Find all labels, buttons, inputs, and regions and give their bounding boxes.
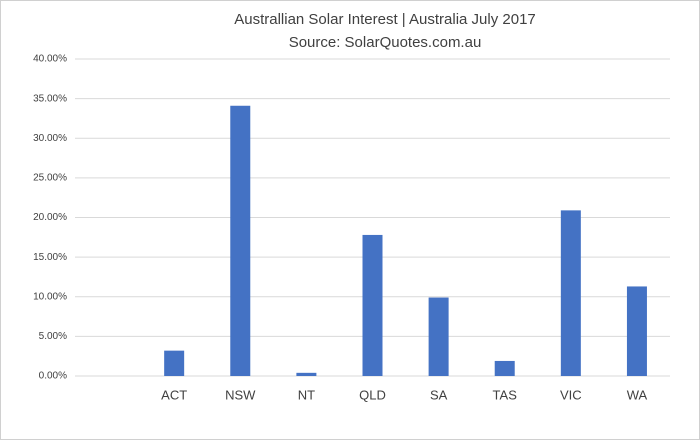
y-tick-label: 15.00% [33,252,67,263]
x-tick-label: NT [298,387,315,402]
bar [230,105,251,376]
chart-subtitle: Source: SolarQuotes.com.au [289,34,482,51]
x-tick-label: VIC [560,387,582,402]
bar [296,372,317,376]
y-tick-label: 20.00% [33,212,67,223]
x-tick-label: SA [430,387,448,402]
y-tick-label: 5.00% [39,331,67,342]
y-tick-label: 30.00% [33,133,67,144]
y-tick-label: 35.00% [33,93,67,104]
x-tick-label: ACT [161,387,187,402]
bar [164,350,185,376]
y-tick-label: 25.00% [33,173,67,184]
bar [428,297,449,376]
bar [494,360,515,376]
x-tick-label: WA [627,387,648,402]
chart-title: Australlian Solar Interest | Australia J… [234,11,536,28]
y-tick-label: 0.00% [39,371,67,382]
x-tick-label: NSW [225,387,256,402]
x-tick-label: TAS [493,387,518,402]
y-tick-label: 10.00% [33,291,67,302]
y-tick-label: 40.00% [33,54,67,65]
x-tick-label: QLD [359,387,386,402]
bar [626,286,647,376]
bar [362,234,383,376]
bar [560,210,581,376]
